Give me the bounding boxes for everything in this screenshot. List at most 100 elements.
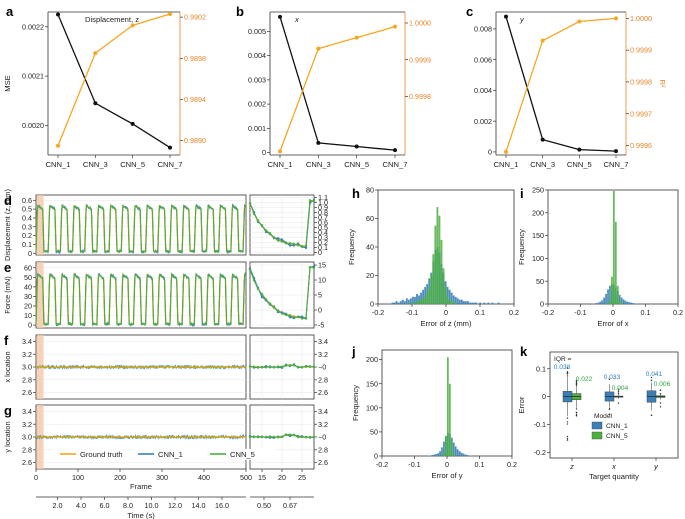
- data-point: [304, 246, 308, 250]
- data-point: [296, 435, 300, 439]
- data-point: [264, 298, 268, 301]
- y-tick-label: 20: [24, 302, 32, 311]
- y-tick-label: 0.006: [474, 55, 492, 64]
- histogram-bar: [456, 449, 459, 456]
- time-tick-label: 16.0: [215, 501, 229, 510]
- data-point: [504, 149, 508, 154]
- y-tick-label: 80: [366, 186, 374, 195]
- y-tick-label: 0.008: [474, 25, 492, 34]
- y-tick-label: 30: [24, 292, 32, 301]
- iqr-value: 0.006: [654, 381, 671, 388]
- histogram-bar: [452, 302, 455, 304]
- y-tick-label: 60: [24, 263, 32, 272]
- y2-tick-label: 3.2: [318, 350, 328, 359]
- histogram-bar: [464, 454, 467, 456]
- histogram-bar: [391, 302, 394, 304]
- y2-tick-label: 0.9997: [630, 109, 652, 118]
- data-point: [300, 245, 304, 248]
- histogram-bar: [439, 451, 441, 456]
- histogram-bar: [628, 302, 631, 304]
- histogram-bar: [446, 295, 449, 304]
- data-point: [272, 435, 276, 439]
- y-tick-label: -0.2: [534, 448, 546, 457]
- data-point: [256, 219, 260, 222]
- y2-tick-label: 2.6: [318, 458, 328, 467]
- time-tick-label: 0.50: [257, 501, 271, 510]
- histogram-bar: [622, 299, 625, 304]
- y-tick-label: 0.4: [22, 214, 32, 223]
- data-point: [252, 365, 256, 369]
- histogram-bar: [620, 297, 623, 304]
- y2-tick-label: 0.8: [318, 208, 328, 217]
- y-axis-label: x location: [3, 351, 12, 382]
- y-tick-label: 3.2: [22, 420, 32, 429]
- histogram-bar: [609, 285, 611, 304]
- time-tick-label: 6.0: [100, 501, 110, 510]
- outlier-point: [608, 408, 611, 410]
- y-tick-label: 0.002: [474, 117, 492, 126]
- data-point: [504, 14, 508, 19]
- histogram-bar: [603, 297, 605, 304]
- histogram-bar: [416, 301, 418, 304]
- y2-tick-label: 0.5: [318, 223, 328, 232]
- y-axis-label: y location: [3, 421, 12, 452]
- histogram-bar: [458, 299, 461, 304]
- data-point: [256, 287, 260, 291]
- histogram-bar: [466, 455, 469, 456]
- x-tick-label: -0.1: [574, 308, 586, 317]
- data-point: [168, 12, 172, 17]
- x-tick-label: 0.1: [475, 460, 485, 469]
- data-point: [93, 101, 98, 106]
- histogram-bar: [458, 451, 461, 456]
- x-tick-label: -0.2: [376, 460, 388, 469]
- data-point: [393, 24, 397, 29]
- data-point: [268, 232, 272, 235]
- data-point: [284, 433, 288, 436]
- outlier-point: [650, 414, 653, 417]
- histogram-bar: [448, 299, 451, 304]
- data-point: [168, 145, 172, 150]
- x-tick-label: 0.1: [641, 308, 651, 317]
- histogram-bar: [416, 294, 418, 304]
- x-tick-label: CNN_1: [46, 160, 71, 169]
- data-point: [304, 317, 308, 320]
- y-tick-label: 0: [28, 249, 32, 258]
- histogram-bar: [432, 254, 435, 304]
- y2-tick-label: 0: [318, 248, 322, 257]
- data-point: [56, 12, 60, 17]
- data-point: [540, 137, 545, 142]
- data-point: [308, 199, 312, 202]
- histogram-bar: [469, 302, 471, 304]
- outlier-point: [575, 381, 578, 383]
- histogram-bar: [428, 286, 431, 304]
- y-tick-label: 150: [366, 379, 378, 388]
- x-tick-label: -0.1: [408, 460, 420, 469]
- histogram-bar: [611, 276, 613, 304]
- data-point: [93, 51, 98, 56]
- y-axis-label: Error: [517, 396, 526, 413]
- data-point: [272, 366, 276, 369]
- data-point: [268, 365, 272, 368]
- y-tick-label: -0.1: [534, 420, 546, 429]
- iqr-value: 0.041: [646, 371, 663, 378]
- histogram-bar: [442, 268, 445, 304]
- data-point: [300, 365, 304, 369]
- outlier-point: [650, 379, 653, 382]
- cnn5-line: [35, 272, 247, 327]
- histogram-bar: [407, 299, 410, 304]
- x-tick-label: CNN_7: [383, 160, 408, 169]
- histogram-bar: [595, 303, 598, 304]
- y2-tick-label: −0: [318, 433, 326, 442]
- y2-tick-label: 3.4: [318, 407, 328, 416]
- data-point: [288, 242, 292, 245]
- x-tick-label: -0.2: [542, 308, 554, 317]
- data-point: [280, 435, 284, 439]
- x-tick-label: 500: [240, 473, 252, 482]
- outlier-point: [566, 421, 569, 423]
- data-point: [260, 295, 264, 299]
- y-tick-label: 2.6: [22, 388, 32, 397]
- legend-bg: [204, 449, 274, 460]
- y-tick-label: 0.1: [536, 364, 546, 373]
- outlier-point: [617, 392, 620, 395]
- x-tick-label: 15: [258, 473, 266, 482]
